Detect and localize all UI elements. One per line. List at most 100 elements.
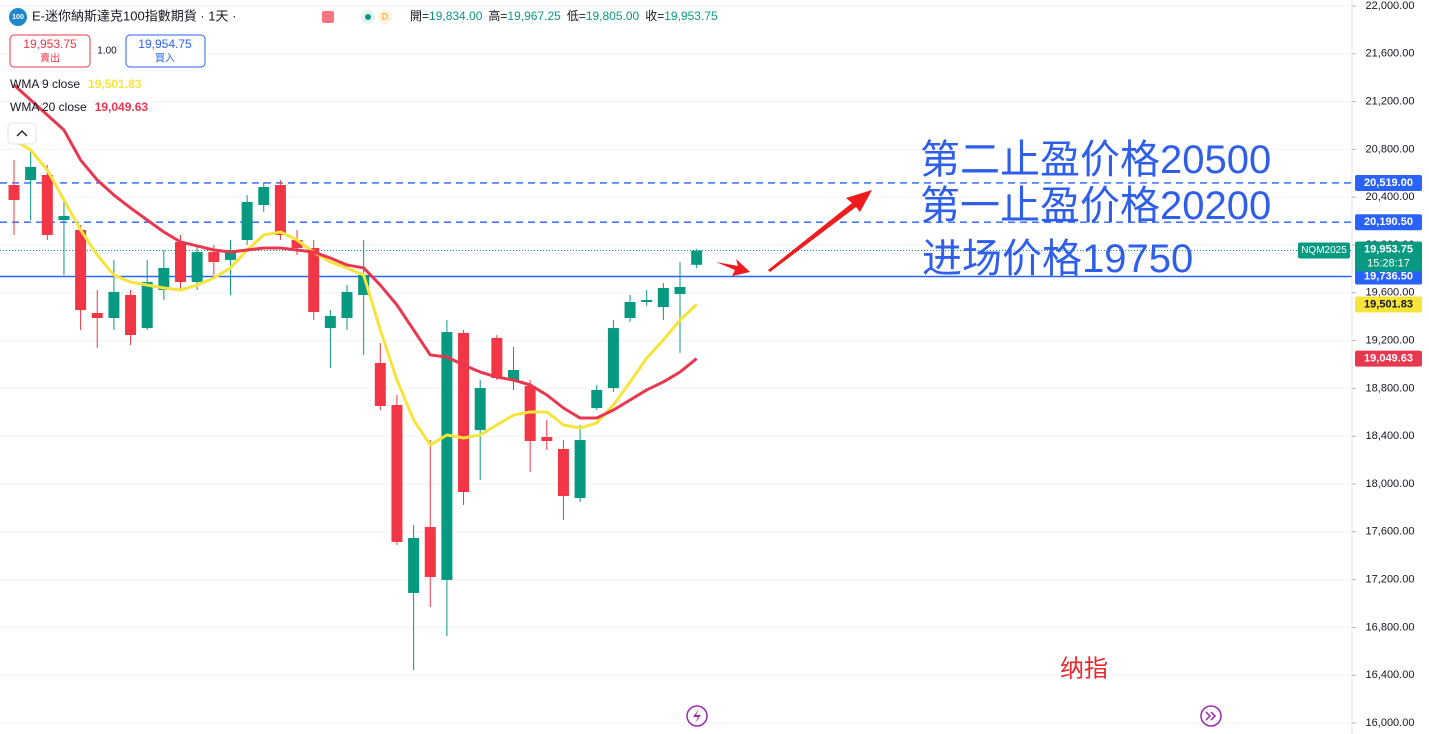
price-label-box xyxy=(1355,350,1422,367)
price-label-box xyxy=(1355,214,1422,231)
y-tick-label: 19,200.00 xyxy=(1366,335,1415,347)
ohlc-header: 開= 19,834.00 高= 19,967.25 低= 19,805.00 收= 19,95… xyxy=(410,8,718,23)
candle-body xyxy=(324,315,336,329)
y-tick-label: 16,400.00 xyxy=(1366,669,1415,681)
candle-body xyxy=(541,437,553,441)
candle-body xyxy=(224,250,236,260)
candle-body xyxy=(175,242,186,283)
candle-body xyxy=(258,187,270,205)
sell-label: 賣出 xyxy=(40,52,60,65)
candle-body xyxy=(75,229,87,311)
watermark: 纳指 xyxy=(1060,655,1108,682)
candle-body xyxy=(641,299,653,303)
y-tick-label: 21,600.00 xyxy=(1366,48,1415,60)
y-tick-label: 20,400.00 xyxy=(1366,191,1415,203)
candle-body xyxy=(341,291,353,319)
candle-body xyxy=(441,331,453,580)
candle-body xyxy=(657,288,669,308)
candle-body xyxy=(391,405,403,542)
delay-letter: D xyxy=(382,11,389,21)
candle-body xyxy=(624,302,636,319)
price-label-box xyxy=(1355,296,1422,313)
price-label: 20,190.50 xyxy=(1364,216,1413,228)
candle-body xyxy=(208,252,220,262)
annotation: 第一止盈价格20200 xyxy=(920,184,1271,228)
annotation: 进场价格19750 xyxy=(922,237,1193,281)
candle-body xyxy=(607,328,619,389)
symbol-box xyxy=(1298,242,1350,259)
ohlc-value: 19,953.75 xyxy=(664,9,718,23)
symbol-logo xyxy=(9,8,27,26)
ohlc-label: 低= xyxy=(567,9,586,23)
y-tick-label: 18,400.00 xyxy=(1366,430,1415,442)
logo-text: 100 xyxy=(12,14,24,21)
legend-value: 19,501.83 xyxy=(88,77,142,91)
candle-body xyxy=(691,250,703,265)
candle-body xyxy=(141,282,153,329)
price-label: 19,736.50 xyxy=(1364,270,1413,282)
candle-body xyxy=(274,185,286,235)
symbol-title: E-迷你納斯達克100指數期貨 · 1天 · xyxy=(32,8,236,23)
candle-body xyxy=(25,166,37,180)
price-label-box xyxy=(1355,268,1422,285)
candle-body xyxy=(58,215,70,221)
market-dot xyxy=(365,14,371,20)
sell-price: 19,953.75 xyxy=(23,37,77,51)
price-label: 19,049.63 xyxy=(1364,352,1413,364)
wma-line xyxy=(12,83,698,420)
ohlc-value: 19,967.25 xyxy=(507,9,561,23)
flag-icon[interactable] xyxy=(322,11,334,23)
y-tick-label: 19,600.00 xyxy=(1366,287,1415,299)
arrow xyxy=(768,190,872,272)
buy-price: 19,954.75 xyxy=(138,37,192,51)
price-label: 19,501.83 xyxy=(1364,298,1413,310)
wma-line xyxy=(13,138,698,447)
candle-body xyxy=(574,440,586,498)
y-tick-label: 22,000.00 xyxy=(1366,0,1415,12)
candle-body xyxy=(424,527,436,577)
candle-body xyxy=(8,185,20,200)
current-price-label: 19,953.75 xyxy=(1364,243,1413,255)
y-tick-label: 17,600.00 xyxy=(1366,526,1415,538)
candle-body xyxy=(491,337,503,379)
candle-body xyxy=(125,294,137,335)
ohlc-label: 高= xyxy=(488,8,507,23)
ohlc-value: 19,834.00 xyxy=(429,9,483,23)
candle-body xyxy=(191,252,203,283)
buy-button[interactable] xyxy=(125,34,206,68)
y-tick-label: 20,800.00 xyxy=(1366,143,1415,155)
event-glyph xyxy=(693,709,701,723)
price-label-box xyxy=(1355,174,1422,191)
candle-body xyxy=(591,389,603,408)
legend-name: WMA 20 close xyxy=(10,100,87,114)
price-label: 20,519.00 xyxy=(1364,177,1413,189)
candle-body xyxy=(474,388,486,430)
y-tick-label: 18,800.00 xyxy=(1366,382,1415,394)
price-axis: 16,000.00 16,400.00 16,800.00 17,200.00 17,6… xyxy=(1298,0,1422,729)
candle-body xyxy=(374,362,386,406)
candle-body xyxy=(524,386,536,441)
legend-value: 19,049.63 xyxy=(95,100,149,114)
candle-body xyxy=(91,312,103,319)
candle-body xyxy=(41,174,53,235)
legend-name: WMA 9 close xyxy=(10,77,80,91)
plot xyxy=(0,83,1352,670)
sell-button[interactable] xyxy=(9,34,91,68)
collapse-button[interactable] xyxy=(7,122,37,145)
candle-body xyxy=(508,369,519,381)
candle-body xyxy=(241,201,253,240)
annotation: 第二止盈价格20500 xyxy=(920,138,1271,182)
collapse-icon xyxy=(16,130,28,137)
candle-body xyxy=(674,286,686,294)
quantity: 1.00 xyxy=(97,46,117,57)
arrow xyxy=(716,259,750,276)
grid xyxy=(0,5,1352,724)
y-tick-label: 16,000.00 xyxy=(1366,717,1415,729)
buy-label: 買入 xyxy=(155,53,175,65)
candle-body xyxy=(557,448,569,496)
y-tick-label: 18,000.00 xyxy=(1366,478,1415,490)
ohlc-label: 收= xyxy=(645,9,664,23)
candle-body xyxy=(158,267,170,291)
